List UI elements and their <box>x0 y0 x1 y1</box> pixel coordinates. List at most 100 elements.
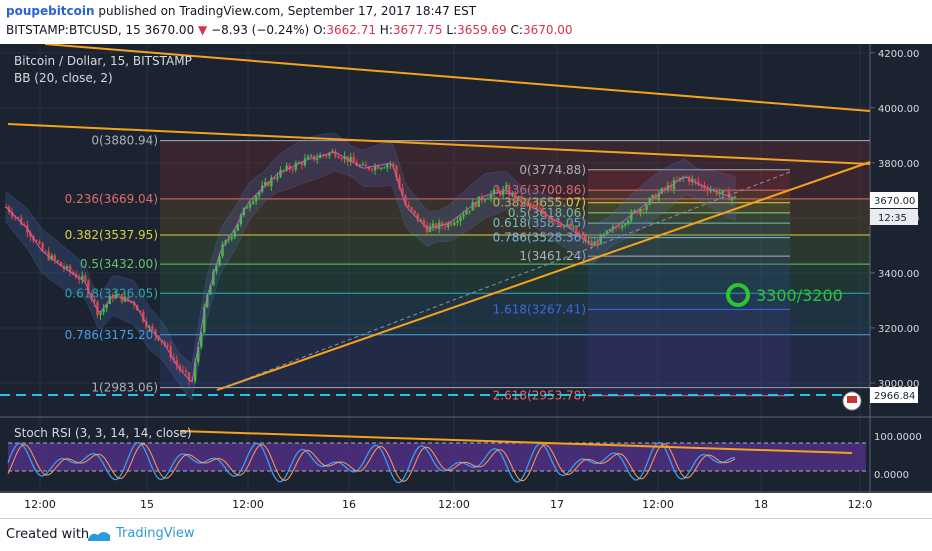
annotations: 3300/3200 <box>726 283 843 307</box>
tradingview-link[interactable]: TradingView <box>116 526 195 541</box>
author-link[interactable]: poupebitcoin <box>6 4 95 18</box>
candle-body <box>520 195 523 204</box>
candle-body <box>675 180 679 182</box>
candle-body <box>492 189 496 194</box>
candle-body <box>96 301 99 316</box>
candle-body <box>279 170 282 177</box>
candle-body <box>541 208 545 214</box>
candle-body <box>556 221 560 225</box>
candle-body <box>730 197 734 201</box>
time-axis: 12:00 15 12:00 16 12:00 17 12:00 18 12:0 <box>0 491 932 518</box>
candle-body <box>508 186 511 196</box>
price-tick-label: 3200.00 <box>878 324 919 335</box>
last-price: 3670.00 <box>144 23 195 37</box>
open-label: O: <box>313 23 327 37</box>
candle-body <box>578 233 581 235</box>
candle-body <box>370 169 374 171</box>
open-value: 3662.71 <box>326 23 376 37</box>
candle-body <box>559 224 563 227</box>
candle-body <box>331 151 334 153</box>
candle-body <box>495 189 499 192</box>
candle-body <box>569 224 572 229</box>
countdown-tag <box>870 209 918 225</box>
candle-body <box>645 204 648 210</box>
fib-left-zone <box>160 198 870 235</box>
last-price-tag <box>870 192 918 208</box>
candle-body <box>581 234 584 236</box>
candle-body <box>489 193 493 199</box>
time-tick-label: 12:0 <box>848 498 873 511</box>
fib-left-zone <box>160 334 870 388</box>
candle-body <box>248 203 252 208</box>
candle-body <box>251 201 255 204</box>
candle-body <box>117 294 121 296</box>
candle-body <box>10 212 14 217</box>
candle-body <box>471 202 474 211</box>
candle-body <box>184 370 188 373</box>
trendlines <box>0 44 871 396</box>
candles <box>4 132 737 401</box>
candle-body <box>669 185 673 189</box>
candle-body <box>566 224 569 226</box>
fib-right-zone <box>588 190 790 203</box>
dashed-price-tag <box>870 387 918 403</box>
fib-left-level-label: 0.236(3669.04) <box>65 192 158 206</box>
candle-body <box>511 192 514 196</box>
candle-body <box>450 222 453 226</box>
candle-body <box>413 210 416 214</box>
candle-body <box>148 326 151 328</box>
candle-body <box>65 266 69 269</box>
candle-body <box>254 195 258 202</box>
candle-body <box>514 192 517 200</box>
candle-body <box>111 296 114 299</box>
target-label: 3300/3200 <box>756 286 843 305</box>
close-value: 3670.00 <box>522 23 573 37</box>
candle-body <box>29 232 32 237</box>
close-label: C: <box>510 23 523 37</box>
price-tick-label: 4200.00 <box>878 49 919 60</box>
candle-body <box>373 165 377 171</box>
fib-left-zone <box>160 293 870 335</box>
candle-body <box>462 214 465 217</box>
candle-body <box>392 163 395 166</box>
candle-body <box>459 216 462 222</box>
candle-body <box>142 311 145 322</box>
candle-body <box>154 329 157 336</box>
indicator-label: BB (20, close, 2) <box>14 71 113 85</box>
candle-body <box>602 233 606 235</box>
stoch-trendline[interactable] <box>179 430 853 454</box>
candle-body <box>416 213 419 221</box>
fib-right-level-label: 0(3774.88) <box>519 163 586 177</box>
candle-body <box>306 156 310 159</box>
candle-body <box>572 227 575 229</box>
candle-body <box>706 188 709 192</box>
candle-body <box>620 225 624 228</box>
candle-body <box>230 236 233 239</box>
candle-body <box>181 369 185 371</box>
candle-body <box>17 217 20 219</box>
price-chart[interactable]: 0(3880.94) 0.236(3669.04) 0.382(3537.95) 0.… <box>0 44 932 518</box>
candle-body <box>505 186 508 190</box>
rising-trendline[interactable] <box>216 161 871 391</box>
candle-body <box>35 240 38 242</box>
candle-body <box>206 294 209 308</box>
fib-right-level-label: 0.5(3618.06) <box>508 206 586 220</box>
candle-body <box>245 207 249 209</box>
time-axis-background <box>0 493 932 518</box>
candle-body <box>212 271 215 286</box>
candle-body <box>517 195 520 200</box>
chart-title: Bitcoin / Dollar, 15, BITSTAMP <box>14 54 192 68</box>
mid-trendline[interactable] <box>7 123 871 165</box>
candle-body <box>175 359 179 366</box>
candle-body <box>395 165 398 177</box>
low-value: 3659.69 <box>457 23 507 37</box>
high-label: H: <box>379 23 393 37</box>
stoch-tick-0: 0.0000 <box>874 470 909 481</box>
candle-body <box>193 361 197 382</box>
candle-body <box>81 275 84 280</box>
candle-body <box>386 164 389 168</box>
candle-body <box>465 210 468 215</box>
upper-trendline[interactable] <box>44 44 871 112</box>
time-tick-label: 16 <box>342 498 356 511</box>
tradingview-logo-icon[interactable] <box>86 527 112 543</box>
